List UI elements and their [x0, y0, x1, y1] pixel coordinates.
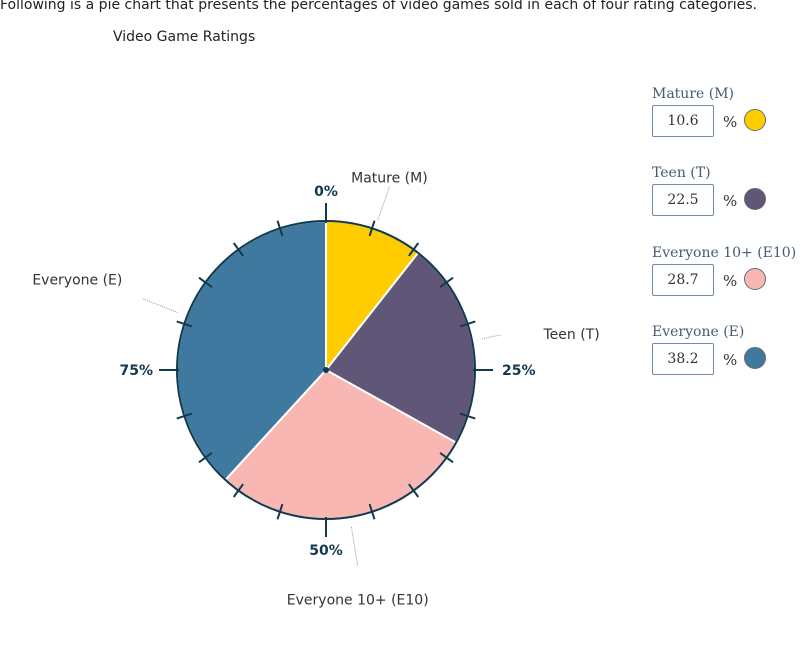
- category-label: Teen (T): [652, 165, 711, 181]
- panel-item: Everyone (E) 38.2%: [652, 324, 766, 375]
- slice-leader-line: [377, 186, 390, 220]
- pie-minor-tick: [368, 503, 376, 520]
- percent-sign: %: [723, 272, 738, 290]
- chart-title: Video Game Ratings: [113, 29, 256, 45]
- pie-ticks: [159, 203, 493, 537]
- pie-minor-tick: [198, 452, 213, 464]
- pie-minor-tick: [276, 503, 284, 520]
- pie-leader-lines: [142, 186, 502, 567]
- pie-center-dot: [323, 367, 329, 373]
- percent-sign: %: [723, 192, 738, 210]
- percentage-input[interactable]: 28.7: [652, 264, 714, 296]
- pie-minor-tick: [276, 220, 284, 237]
- pie-minor-tick: [368, 220, 376, 237]
- slice-leader-line: [350, 526, 359, 567]
- percentage-input[interactable]: 22.5: [652, 184, 714, 216]
- pie-minor-tick: [232, 242, 244, 257]
- pie-minor-tick: [176, 320, 193, 328]
- panel-item: Mature (M) 10.6%: [652, 86, 766, 137]
- pie-labels: 0% 25% 50% 75% Mature (M) Teen (T) Everyone 10…: [32, 171, 599, 609]
- pie-minor-tick: [459, 412, 476, 420]
- pie-minor-tick: [232, 483, 244, 498]
- slice-label: Teen (T): [543, 327, 600, 343]
- question-prompt: Following is a pie chart that presents t…: [0, 0, 757, 13]
- category-label: Mature (M): [652, 86, 735, 102]
- panel-item: Teen (T) 22.5%: [652, 165, 766, 216]
- slice-label: Mature (M): [351, 171, 428, 187]
- percentage-input[interactable]: 38.2: [652, 343, 714, 375]
- slice-leader-line: [142, 298, 178, 313]
- percent-sign: %: [723, 351, 738, 369]
- pie-tick-label: 50%: [309, 543, 343, 559]
- pie-minor-tick: [439, 452, 454, 464]
- panel-item: Everyone 10+ (E10) 28.7%: [652, 245, 797, 296]
- pie-tick-label: 75%: [119, 363, 153, 379]
- percent-sign: %: [723, 113, 738, 131]
- pie-minor-tick: [459, 320, 476, 328]
- category-label: Everyone 10+ (E10): [652, 245, 797, 261]
- color-swatch-icon: [744, 347, 766, 369]
- color-swatch-icon: [744, 109, 766, 131]
- slice-label: Everyone 10+ (E10): [287, 592, 429, 608]
- color-swatch-icon: [744, 188, 766, 210]
- slice-leader-line: [481, 334, 502, 340]
- pie-minor-tick: [439, 276, 454, 288]
- color-swatch-icon: [744, 268, 766, 290]
- percentage-input[interactable]: 10.6: [652, 105, 714, 137]
- pie-minor-tick: [198, 276, 213, 288]
- pie-minor-tick: [408, 483, 420, 498]
- pie-minor-tick: [408, 242, 420, 257]
- pie-minor-tick: [176, 412, 193, 420]
- slice-label: Everyone (E): [32, 273, 122, 289]
- pie-tick-label: 25%: [502, 363, 536, 379]
- category-label: Everyone (E): [652, 324, 745, 340]
- pie-tick-label: 0%: [314, 184, 338, 200]
